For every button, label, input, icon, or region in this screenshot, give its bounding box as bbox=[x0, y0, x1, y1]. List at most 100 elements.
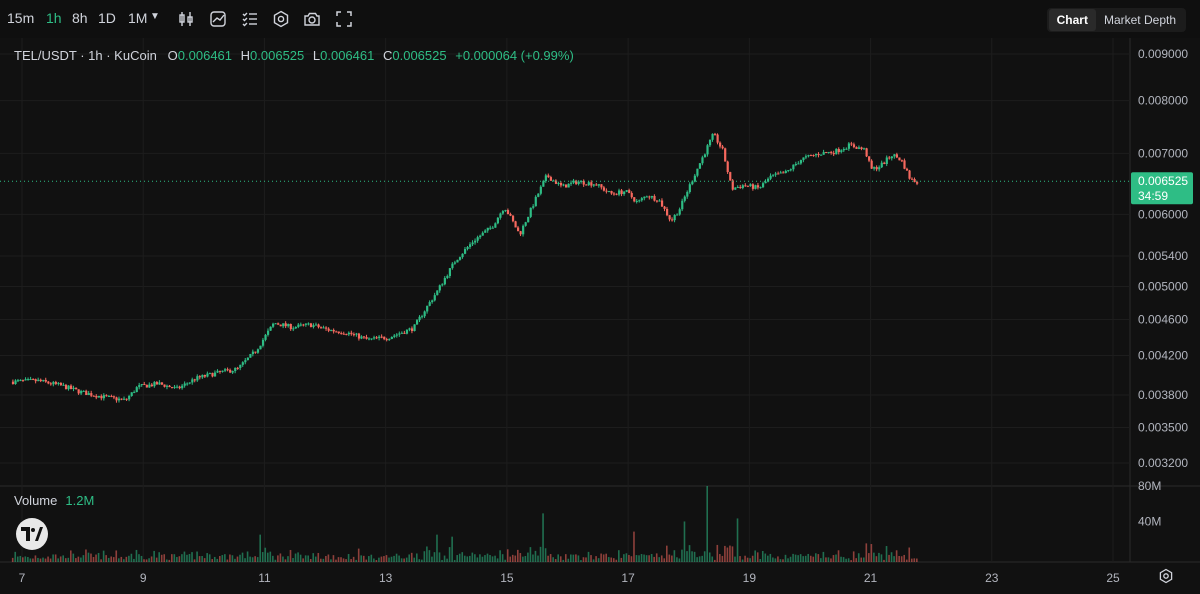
candle-body-up bbox=[658, 200, 661, 202]
volume-bar bbox=[860, 557, 863, 562]
gear-icon[interactable] bbox=[271, 9, 291, 29]
timeframe-8h[interactable]: 8h bbox=[72, 10, 88, 26]
settings-list-icon[interactable] bbox=[240, 9, 260, 29]
volume-bar bbox=[128, 555, 130, 562]
timeframe-dropdown-icon[interactable]: ▼ bbox=[150, 11, 160, 22]
volume-bar bbox=[299, 554, 302, 562]
volume-bar bbox=[671, 555, 673, 562]
volume-bar bbox=[365, 559, 368, 562]
candle-body-down bbox=[908, 170, 911, 179]
volume-bar bbox=[534, 550, 537, 562]
volume-bar bbox=[188, 554, 191, 562]
volume-bar bbox=[327, 554, 330, 562]
volume-bar bbox=[191, 552, 193, 562]
volume-bar bbox=[471, 552, 474, 562]
time-tick-label: 13 bbox=[379, 571, 393, 585]
candle-body-down bbox=[383, 336, 386, 340]
candle-body-up bbox=[370, 338, 373, 340]
volume-bar bbox=[173, 554, 176, 562]
volume-bar bbox=[835, 554, 837, 562]
indicators-icon[interactable] bbox=[208, 9, 228, 29]
low-value: 0.006461 bbox=[320, 48, 375, 63]
volume-bar bbox=[524, 556, 527, 562]
volume-bar bbox=[148, 558, 150, 562]
volume-bar bbox=[895, 550, 898, 562]
chart-settings-icon[interactable] bbox=[1158, 568, 1174, 584]
candle-body-down bbox=[352, 334, 356, 336]
candle-body-down bbox=[150, 384, 154, 387]
volume-bar bbox=[226, 559, 229, 562]
volume-bar bbox=[870, 544, 873, 562]
volume-bar bbox=[292, 558, 294, 562]
tab-market-depth[interactable]: Market Depth bbox=[1103, 13, 1176, 27]
volume-bar bbox=[453, 559, 456, 562]
candle-body-down bbox=[916, 182, 919, 184]
candle-body-up bbox=[562, 184, 565, 186]
candle-body-up bbox=[741, 185, 744, 188]
volume-bar bbox=[294, 553, 297, 562]
candle-body-up bbox=[201, 375, 204, 378]
volume-bar bbox=[408, 554, 411, 562]
candle-body-down bbox=[517, 227, 520, 232]
volume-bar bbox=[69, 550, 72, 562]
volume-bar bbox=[24, 556, 27, 562]
timeframe-1h[interactable]: 1h bbox=[46, 10, 62, 26]
candle-body-up bbox=[542, 181, 545, 187]
fullscreen-icon[interactable] bbox=[334, 9, 354, 29]
candle-body-up bbox=[123, 398, 126, 400]
candle-body-down bbox=[49, 383, 52, 385]
candle-body-up bbox=[491, 227, 494, 229]
price-tick-label: 0.003500 bbox=[1138, 421, 1188, 435]
volume-bar bbox=[218, 556, 221, 562]
candle-body-up bbox=[307, 323, 310, 325]
volume-bar bbox=[754, 550, 756, 562]
volume-bar bbox=[827, 557, 830, 562]
volume-bar bbox=[547, 555, 549, 562]
tradingview-logo[interactable] bbox=[16, 518, 48, 550]
volume-bar bbox=[605, 553, 607, 562]
bar-countdown: 34:59 bbox=[1138, 189, 1168, 203]
volume-bar bbox=[840, 556, 842, 562]
volume-bar bbox=[165, 559, 168, 562]
camera-icon[interactable] bbox=[302, 9, 322, 29]
volume-bar bbox=[314, 556, 317, 562]
candle-body-down bbox=[655, 200, 659, 202]
candle-body-down bbox=[865, 148, 868, 157]
high-value: 0.006525 bbox=[250, 48, 305, 63]
volume-bar bbox=[186, 554, 188, 562]
volume-bar bbox=[75, 558, 77, 562]
volume-bar bbox=[330, 559, 332, 562]
timeframe-15m[interactable]: 15m bbox=[7, 10, 35, 26]
candle-body-up bbox=[456, 259, 459, 263]
volume-bar bbox=[797, 555, 799, 562]
candle-body-down bbox=[660, 200, 664, 207]
volume-bar bbox=[862, 557, 865, 562]
volume-bar bbox=[251, 557, 254, 562]
candle-type-icon[interactable] bbox=[176, 9, 196, 29]
candle-body-down bbox=[254, 351, 257, 353]
volume-bar bbox=[527, 552, 529, 562]
candle-body-up bbox=[645, 196, 648, 198]
volume-bar bbox=[779, 559, 782, 562]
candle-body-up bbox=[322, 327, 325, 329]
candle-body-up bbox=[408, 328, 411, 330]
candle-body-down bbox=[277, 323, 280, 325]
volume-bar bbox=[756, 552, 759, 562]
candle-body-up bbox=[789, 169, 792, 171]
timeframe-1d[interactable]: 1D bbox=[98, 10, 116, 26]
volume-bar bbox=[428, 550, 431, 562]
symbol-label: TEL/USDT · 1h · KuCoin bbox=[14, 48, 157, 63]
volume-bar bbox=[597, 558, 600, 562]
volume-bar bbox=[491, 556, 494, 562]
candle-body-up bbox=[767, 178, 770, 182]
volume-bar bbox=[261, 552, 264, 562]
candle-body-up bbox=[251, 351, 255, 355]
tab-chart[interactable]: Chart bbox=[1048, 9, 1096, 31]
timeframe-1m[interactable]: 1M bbox=[128, 10, 148, 26]
candle-body-down bbox=[145, 384, 148, 388]
volume-bar bbox=[910, 558, 913, 562]
volume-bar bbox=[587, 551, 590, 562]
candle-body-down bbox=[226, 369, 229, 371]
volume-bar bbox=[817, 554, 820, 562]
